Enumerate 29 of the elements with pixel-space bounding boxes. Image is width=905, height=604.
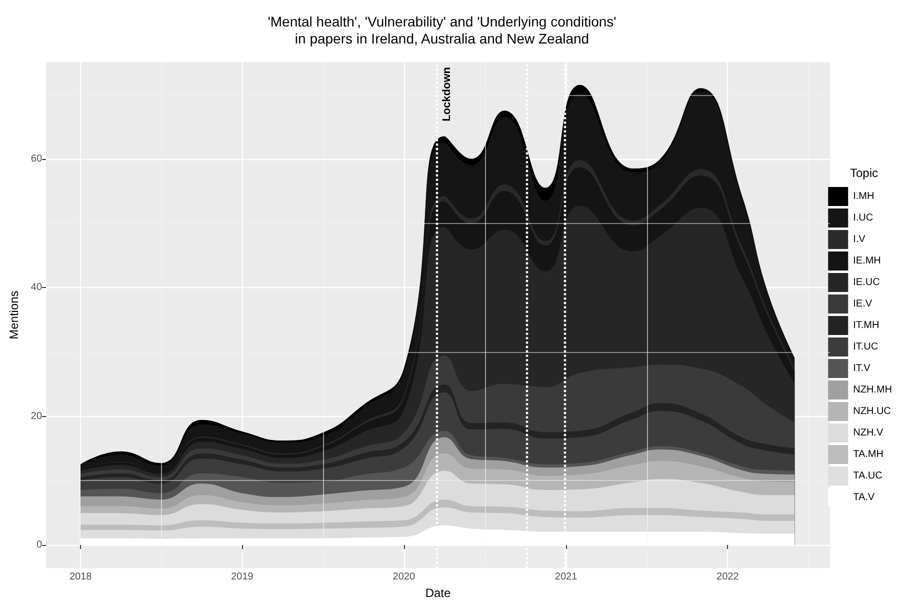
legend-label: IE.MH bbox=[853, 256, 881, 266]
y-tick-label: 60 bbox=[30, 154, 42, 165]
legend-label: NZH.UC bbox=[853, 406, 891, 417]
chart-title: 'Mental health', 'Vulnerability' and 'Underlying conditions' in papers in Ireland, Australia and New Zealand bbox=[268, 14, 616, 46]
ref-line-label: Lockdown bbox=[441, 66, 454, 122]
legend-label: I.MH bbox=[853, 191, 874, 202]
x-tick-label: 2021 bbox=[554, 572, 578, 583]
y-tick-label: 20 bbox=[30, 410, 42, 422]
x-tick-label: 2020 bbox=[392, 572, 416, 583]
legend-label: TA.V bbox=[853, 492, 875, 503]
legend-title: Topic bbox=[850, 166, 878, 180]
x-tick-label: 2019 bbox=[231, 572, 254, 583]
x-tick-label: 2022 bbox=[716, 572, 740, 583]
legend-label: NZH.V bbox=[853, 428, 884, 438]
legend-label: IE.V bbox=[853, 298, 872, 310]
legend-label: TA.MH bbox=[853, 449, 884, 460]
legend-label: TA.UC bbox=[853, 470, 882, 482]
y-tick-label: 0 bbox=[36, 539, 42, 550]
y-tick-label: 40 bbox=[30, 282, 42, 294]
legend-label: IT.UC bbox=[853, 342, 878, 352]
legend-label: NZH.MH bbox=[853, 384, 892, 396]
legend-label: IT.MH bbox=[853, 320, 880, 331]
legend-label: I.UC bbox=[853, 212, 874, 224]
y-axis-title: Mentions bbox=[7, 290, 21, 340]
legend-label: IE.UC bbox=[853, 277, 880, 288]
legend-label: I.V bbox=[853, 234, 866, 245]
x-axis-title: Date bbox=[425, 586, 452, 600]
legend-label: IT.V bbox=[853, 363, 871, 374]
x-tick-label: 2018 bbox=[69, 572, 92, 583]
